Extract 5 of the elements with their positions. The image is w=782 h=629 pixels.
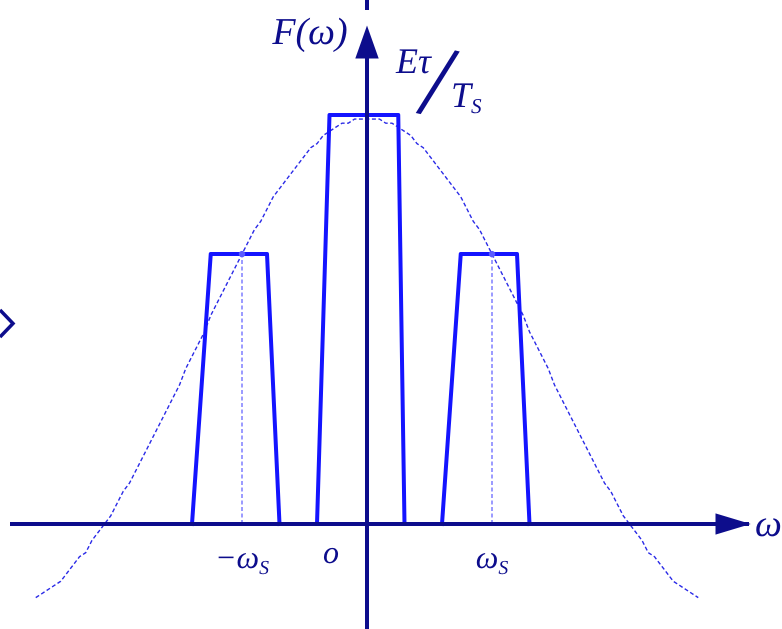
x-axis-title: ω xyxy=(755,503,782,545)
x-tick-label: −ω$_{S}$ xyxy=(214,539,270,579)
annotation: o xyxy=(323,534,339,570)
x-tick-label: ω$_{S}$ xyxy=(476,539,508,579)
y-axis-title: F(ω) xyxy=(271,11,348,53)
